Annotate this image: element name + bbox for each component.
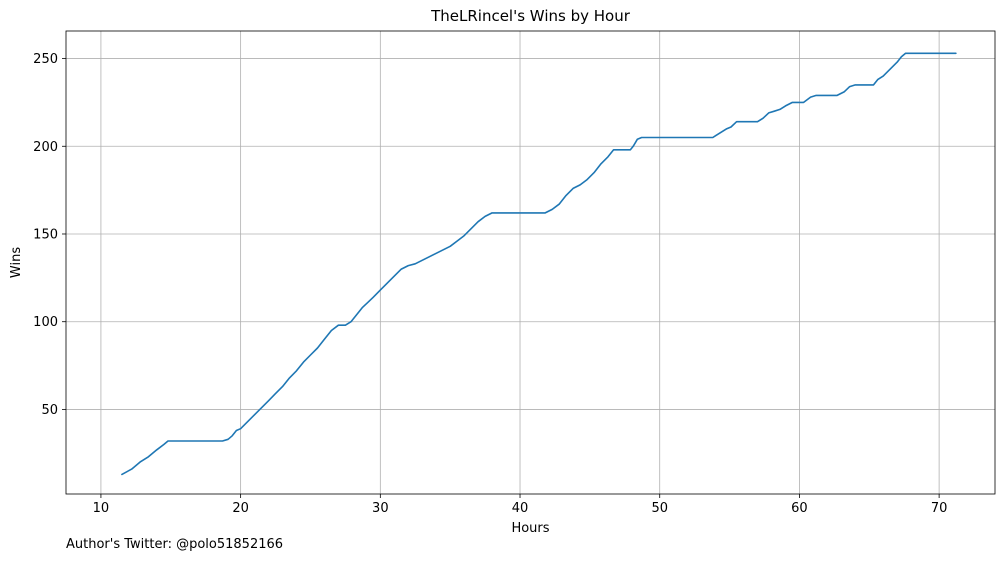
x-tick-label: 60 [791,501,808,516]
y-axis-label: Wins [9,247,24,278]
x-tick-label: 30 [372,501,389,516]
wins-series-line [121,52,957,476]
x-tick-label: 70 [931,501,948,516]
x-tick-label: 50 [651,501,668,516]
x-tick-label: 10 [93,501,110,516]
x-axis-label: Hours [511,521,549,536]
x-tick-label: 40 [512,501,529,516]
x-axis: 10 20 30 40 50 60 70 [93,494,948,516]
author-credit: Author's Twitter: @polo51852166 [66,537,284,552]
y-axis: 50 100 150 200 250 [33,52,66,418]
grid-lines [66,31,995,494]
series-layer [121,52,957,476]
x-tick-label: 20 [232,501,249,516]
y-tick-label: 150 [33,227,58,242]
y-tick-label: 250 [33,52,58,67]
plot-frame [65,30,996,495]
y-tick-label: 200 [33,140,58,155]
chart-title: TheLRincel's Wins by Hour [430,7,631,25]
y-tick-label: 50 [41,403,58,418]
y-tick-label: 100 [33,315,58,330]
